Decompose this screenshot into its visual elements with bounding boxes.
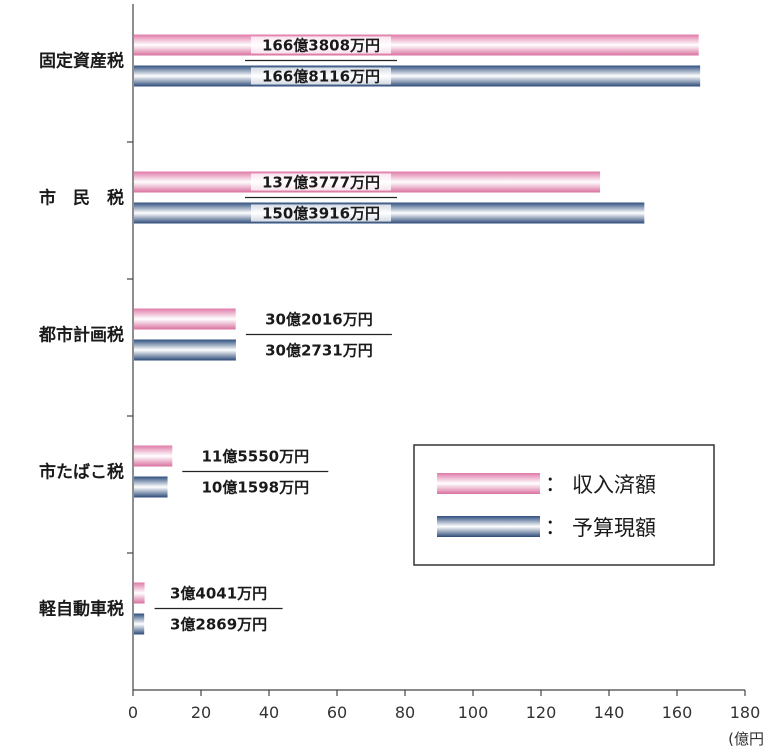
value-label-received: 166億3808万円 (262, 37, 380, 55)
x-tick-label: 0 (128, 703, 138, 722)
category-label-都市計画税: 都市計画税 (38, 325, 124, 346)
value-label-backdrop (251, 36, 391, 54)
x-tick-label: 160 (662, 703, 693, 722)
bar-received (134, 308, 236, 330)
bar-received (134, 34, 699, 56)
bar-budget (134, 613, 145, 635)
x-tick-label: 20 (191, 703, 211, 722)
value-label-backdrop (251, 67, 391, 85)
value-label-received: 11億5550万円 (201, 448, 309, 466)
category-label-市民税: 市 民 税 (39, 188, 124, 209)
value-label-budget: 166億8116万円 (262, 68, 380, 86)
value-label-backdrop (251, 173, 391, 191)
legend: ： 収入済額 ： 予算現額 (413, 444, 715, 566)
x-tick-label: 120 (526, 703, 557, 722)
x-tick-label: 140 (594, 703, 625, 722)
x-axis-unit: (億円 (728, 730, 764, 748)
legend-label-received: 収入済額 (572, 473, 656, 497)
x-tick-label: 100 (458, 703, 489, 722)
x-tick-label: 80 (395, 703, 415, 722)
category-label-軽自動車税: 軽自動車税 (39, 599, 124, 620)
bar-budget (134, 65, 701, 87)
legend-marker-received: ： (545, 472, 566, 496)
legend-swatch-received (437, 473, 540, 494)
x-tick-label: 180 (730, 703, 761, 722)
value-label-budget: 10億1598万円 (201, 479, 309, 497)
legend-label-budget: 予算現額 (572, 516, 656, 540)
value-label-budget: 3億2869万円 (170, 616, 267, 634)
value-label-received: 30億2016万円 (265, 311, 373, 329)
value-label-budget: 150億3916万円 (262, 205, 380, 223)
category-label-市たばこ税: 市たばこ税 (39, 462, 124, 483)
bar-received (134, 445, 173, 467)
value-label-budget: 30億2731万円 (265, 342, 373, 360)
value-label-received: 137億3777万円 (262, 174, 380, 192)
value-label-received: 3億4041万円 (170, 585, 267, 603)
legend-marker-budget: ： (545, 515, 566, 539)
bar-budget (134, 339, 236, 361)
bar-received (134, 582, 145, 604)
bar-budget (134, 476, 168, 498)
legend-box (413, 444, 715, 566)
legend-swatch-budget (437, 516, 540, 537)
x-tick-label: 40 (259, 703, 279, 722)
x-tick-label: 60 (327, 703, 347, 722)
category-label-固定資産税: 固定資産税 (39, 51, 124, 72)
value-label-backdrop (251, 204, 391, 222)
